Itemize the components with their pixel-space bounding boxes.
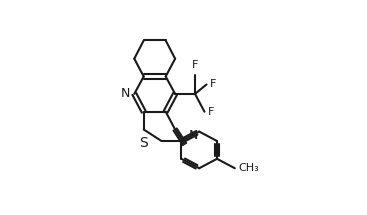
Text: F: F [210,80,217,89]
Text: F: F [192,60,198,70]
Text: S: S [139,136,148,150]
Text: N: N [120,87,130,100]
Text: CH₃: CH₃ [239,163,259,173]
Text: N: N [189,129,198,142]
Text: F: F [208,107,215,117]
